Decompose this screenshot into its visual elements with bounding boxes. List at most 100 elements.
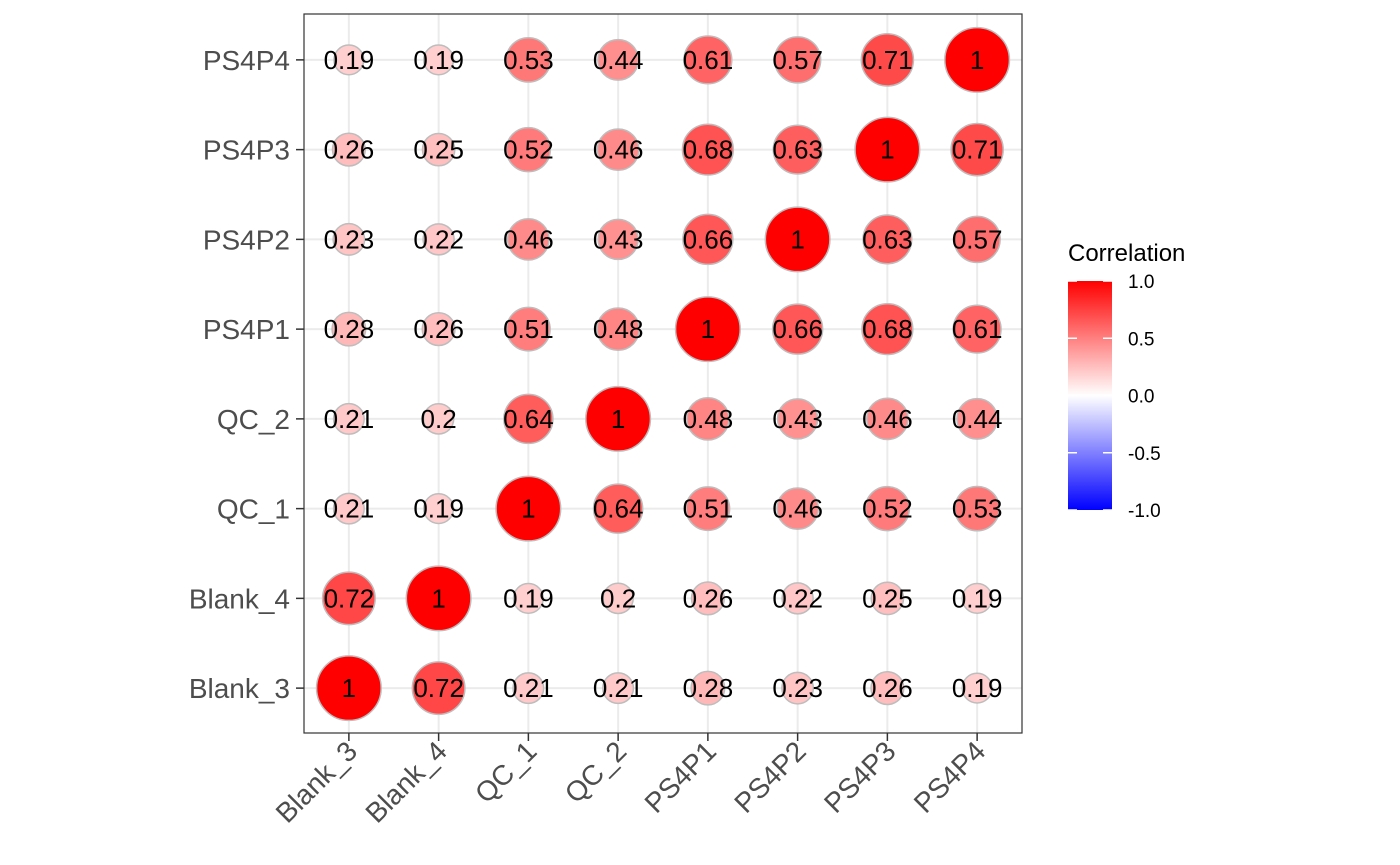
circle-QC_2-PS4P2 [776,398,819,440]
value-label-PS4P2-QC_1: 0.46 [503,224,554,254]
circle-PS4P4-QC_2 [597,38,640,81]
y-tick-label-PS4P3: PS4P3 [203,135,290,166]
circle-PS4P3-PS4P1 [681,123,735,176]
value-label-PS4P4-QC_1: 0.53 [503,45,554,75]
x-tick-label-Blank_3: Blank_3 [270,735,363,828]
circle-QC_2-QC_2 [585,385,652,452]
value-label-PS4P4-Blank_3: 0.19 [324,45,375,75]
value-label-PS4P3-PS4P2: 0.63 [772,135,823,165]
circle-PS4P2-PS4P4 [953,215,1001,264]
value-label-PS4P3-PS4P4: 0.71 [952,135,1003,165]
correlation-value-labels: 1 0.72 0.21 0.21 0.28 0.23 0.26 0.190.72 1 0.19 0.… [324,45,1003,703]
legend-ticks: 1.0 0.5 0.0 -0.5 -1.0 [1068,272,1161,522]
value-label-QC_1-PS4P1: 0.51 [683,494,734,524]
circle-QC_1-Blank_4 [423,493,455,525]
value-label-PS4P2-PS4P3: 0.63 [862,224,913,254]
x-tick-label-PS4P3: PS4P3 [818,735,902,819]
circle-PS4P2-QC_1 [506,217,550,261]
circle-QC_1-PS4P4 [954,485,1001,532]
circle-QC_2-Blank_4 [422,403,455,435]
value-label-PS4P2-PS4P4: 0.57 [952,224,1003,254]
value-label-QC_2-PS4P2: 0.43 [772,404,823,434]
circle-Blank_3-PS4P2 [781,671,815,705]
value-label-PS4P3-QC_1: 0.52 [503,135,554,165]
circle-PS4P1-PS4P4 [952,304,1002,354]
value-label-PS4P3-Blank_3: 0.26 [324,135,375,165]
circle-QC_1-PS4P2 [776,487,820,531]
value-label-QC_2-QC_2: 1 [611,404,625,434]
circle-PS4P1-QC_2 [596,307,640,351]
circle-PS4P3-QC_2 [596,128,640,172]
value-label-Blank_4-QC_2: 0.2 [600,583,636,613]
value-label-QC_2-QC_1: 0.64 [503,404,554,434]
circle-QC_1-PS4P1 [685,486,731,532]
circle-QC_2-PS4P4 [956,397,999,440]
circle-Blank_3-Blank_4 [411,661,466,716]
correlation-circles [315,26,1011,722]
value-label-QC_1-QC_1: 1 [521,494,535,524]
value-label-PS4P2-PS4P2: 1 [790,224,804,254]
value-label-Blank_3-PS4P1: 0.28 [683,673,734,703]
legend-title: Correlation [1068,240,1185,267]
circle-PS4P3-Blank_4 [421,132,456,167]
circle-PS4P2-PS4P1 [682,213,734,266]
value-label-Blank_4-Blank_4: 1 [431,583,445,613]
circle-QC_1-QC_1 [495,475,562,542]
legend: Correlation 1.0 0.5 0.0 -0.5 -1.0 [1068,240,1185,522]
grid-lines [304,14,1022,733]
circle-PS4P3-PS4P4 [950,122,1004,177]
value-label-PS4P2-QC_2: 0.43 [593,224,644,254]
x-tick-label-Blank_4: Blank_4 [359,735,452,828]
value-label-Blank_3-PS4P2: 0.23 [772,673,823,703]
value-label-PS4P2-PS4P1: 0.66 [683,224,734,254]
circle-QC_1-Blank_3 [332,492,365,525]
circle-Blank_4-PS4P1 [690,581,725,616]
circle-PS4P2-PS4P3 [862,214,913,265]
value-label-QC_1-QC_2: 0.64 [593,494,644,524]
value-label-PS4P1-Blank_3: 0.28 [324,314,375,344]
circle-QC_2-QC_1 [503,393,554,445]
circle-PS4P4-Blank_4 [423,44,455,76]
value-label-QC_2-PS4P1: 0.48 [683,404,734,434]
circle-QC_2-PS4P1 [686,397,730,441]
value-label-Blank_3-PS4P4: 0.19 [952,673,1003,703]
value-label-QC_1-Blank_4: 0.19 [413,494,464,524]
circle-Blank_4-PS4P2 [781,582,814,615]
value-label-PS4P1-Blank_4: 0.26 [413,314,464,344]
x-tick-label-QC_2: QC_2 [559,735,633,809]
circle-Blank_4-PS4P3 [870,581,905,616]
value-label-PS4P1-PS4P1: 1 [701,314,715,344]
circle-PS4P2-Blank_3 [332,222,366,256]
value-label-PS4P1-PS4P4: 0.61 [952,314,1003,344]
circle-PS4P1-Blank_4 [421,312,456,347]
y-tick-label-QC_1: QC_1 [217,494,290,525]
circle-PS4P1-QC_1 [505,306,551,352]
value-label-PS4P1-QC_2: 0.48 [593,314,644,344]
circle-Blank_3-QC_2 [602,672,635,705]
value-label-Blank_4-Blank_3: 0.72 [324,583,375,613]
value-label-QC_1-PS4P3: 0.52 [862,494,913,524]
value-label-PS4P3-PS4P1: 0.68 [683,135,734,165]
circle-Blank_3-PS4P4 [961,672,993,704]
legend-tick-label-1: 0.5 [1128,329,1154,350]
x-tick-label-QC_1: QC_1 [469,735,543,809]
circle-PS4P3-PS4P3 [854,116,921,183]
value-label-QC_2-PS4P3: 0.46 [862,404,913,434]
value-label-Blank_3-Blank_4: 0.72 [413,673,464,703]
circle-Blank_4-Blank_4 [405,565,472,632]
circle-PS4P4-PS4P4 [944,26,1011,93]
y-tick-label-PS4P4: PS4P4 [203,45,290,76]
circle-PS4P1-PS4P3 [861,302,914,356]
circle-Blank_4-QC_2 [602,582,634,615]
value-label-PS4P1-PS4P3: 0.68 [862,314,913,344]
circle-Blank_4-PS4P4 [961,582,993,614]
circle-Blank_4-Blank_3 [321,571,376,626]
legend-tick-label-0: 1.0 [1128,272,1154,293]
circle-QC_2-PS4P3 [865,397,909,441]
circle-Blank_3-PS4P1 [690,670,726,706]
circle-PS4P1-PS4P1 [674,296,741,363]
value-label-QC_2-Blank_3: 0.21 [324,404,375,434]
value-label-PS4P2-Blank_4: 0.22 [413,224,464,254]
